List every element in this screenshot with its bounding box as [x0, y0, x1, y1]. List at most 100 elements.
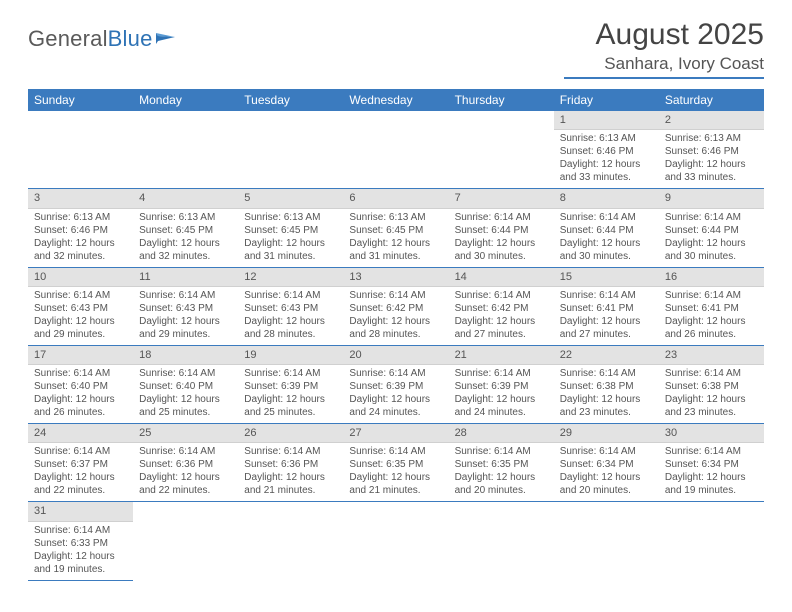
day-details: Sunrise: 6:14 AMSunset: 6:35 PMDaylight:… — [449, 443, 554, 501]
day-details: Sunrise: 6:14 AMSunset: 6:44 PMDaylight:… — [449, 209, 554, 267]
sunrise-line: Sunrise: 6:14 AM — [560, 445, 653, 458]
calendar-empty — [449, 502, 554, 580]
sunset-line: Sunset: 6:46 PM — [34, 224, 127, 237]
daylight-line: Daylight: 12 hours and 31 minutes. — [349, 237, 442, 263]
sunrise-line: Sunrise: 6:13 AM — [665, 132, 758, 145]
daylight-line: Daylight: 12 hours and 29 minutes. — [139, 315, 232, 341]
daylight-line: Daylight: 12 hours and 30 minutes. — [665, 237, 758, 263]
sunrise-line: Sunrise: 6:14 AM — [34, 289, 127, 302]
day-number: 27 — [343, 424, 448, 443]
calendar-day: 2Sunrise: 6:13 AMSunset: 6:46 PMDaylight… — [659, 111, 764, 189]
sunrise-line: Sunrise: 6:14 AM — [665, 289, 758, 302]
daylight-line: Daylight: 12 hours and 30 minutes. — [560, 237, 653, 263]
day-details: Sunrise: 6:14 AMSunset: 6:44 PMDaylight:… — [659, 209, 764, 267]
weekday-header: Thursday — [449, 89, 554, 111]
daylight-line: Daylight: 12 hours and 33 minutes. — [665, 158, 758, 184]
calendar-empty — [343, 111, 448, 189]
calendar-day: 18Sunrise: 6:14 AMSunset: 6:40 PMDayligh… — [133, 345, 238, 423]
daylight-line: Daylight: 12 hours and 30 minutes. — [455, 237, 548, 263]
sunset-line: Sunset: 6:43 PM — [139, 302, 232, 315]
sunrise-line: Sunrise: 6:13 AM — [244, 211, 337, 224]
calendar-day: 3Sunrise: 6:13 AMSunset: 6:46 PMDaylight… — [28, 189, 133, 267]
day-number: 28 — [449, 424, 554, 443]
day-number: 24 — [28, 424, 133, 443]
calendar-day: 9Sunrise: 6:14 AMSunset: 6:44 PMDaylight… — [659, 189, 764, 267]
day-number: 22 — [554, 346, 659, 365]
calendar-head: SundayMondayTuesdayWednesdayThursdayFrid… — [28, 89, 764, 111]
day-number: 9 — [659, 189, 764, 208]
weekday-header: Saturday — [659, 89, 764, 111]
sunset-line: Sunset: 6:46 PM — [560, 145, 653, 158]
calendar-week: 10Sunrise: 6:14 AMSunset: 6:43 PMDayligh… — [28, 267, 764, 345]
daylight-line: Daylight: 12 hours and 25 minutes. — [139, 393, 232, 419]
calendar-empty — [238, 111, 343, 189]
sunrise-line: Sunrise: 6:14 AM — [349, 445, 442, 458]
calendar-empty — [133, 111, 238, 189]
daylight-line: Daylight: 12 hours and 24 minutes. — [349, 393, 442, 419]
daylight-line: Daylight: 12 hours and 28 minutes. — [244, 315, 337, 341]
sunset-line: Sunset: 6:43 PM — [34, 302, 127, 315]
day-details: Sunrise: 6:14 AMSunset: 6:34 PMDaylight:… — [659, 443, 764, 501]
daylight-line: Daylight: 12 hours and 19 minutes. — [665, 471, 758, 497]
day-details: Sunrise: 6:14 AMSunset: 6:38 PMDaylight:… — [659, 365, 764, 423]
daylight-line: Daylight: 12 hours and 29 minutes. — [34, 315, 127, 341]
day-number: 3 — [28, 189, 133, 208]
sunrise-line: Sunrise: 6:13 AM — [139, 211, 232, 224]
calendar-day: 5Sunrise: 6:13 AMSunset: 6:45 PMDaylight… — [238, 189, 343, 267]
day-details: Sunrise: 6:14 AMSunset: 6:37 PMDaylight:… — [28, 443, 133, 501]
calendar-day: 13Sunrise: 6:14 AMSunset: 6:42 PMDayligh… — [343, 267, 448, 345]
day-details: Sunrise: 6:14 AMSunset: 6:36 PMDaylight:… — [133, 443, 238, 501]
header: GeneralBlue August 2025 Sanhara, Ivory C… — [28, 18, 764, 79]
daylight-line: Daylight: 12 hours and 28 minutes. — [349, 315, 442, 341]
weekday-header: Monday — [133, 89, 238, 111]
sunset-line: Sunset: 6:39 PM — [349, 380, 442, 393]
day-details: Sunrise: 6:14 AMSunset: 6:42 PMDaylight:… — [343, 287, 448, 345]
calendar-body: 1Sunrise: 6:13 AMSunset: 6:46 PMDaylight… — [28, 111, 764, 580]
day-number: 19 — [238, 346, 343, 365]
day-details: Sunrise: 6:14 AMSunset: 6:43 PMDaylight:… — [28, 287, 133, 345]
sunrise-line: Sunrise: 6:14 AM — [34, 524, 127, 537]
calendar-empty — [133, 502, 238, 580]
sunrise-line: Sunrise: 6:14 AM — [560, 211, 653, 224]
daylight-line: Daylight: 12 hours and 20 minutes. — [560, 471, 653, 497]
day-details: Sunrise: 6:13 AMSunset: 6:45 PMDaylight:… — [133, 209, 238, 267]
calendar-week: 1 Sunrise: 6:13 AM Sunset: 6:46 PM Daylight… — [28, 111, 764, 189]
calendar-day: 17Sunrise: 6:14 AMSunset: 6:40 PMDayligh… — [28, 345, 133, 423]
sunrise-line: Sunrise: 6:14 AM — [665, 211, 758, 224]
day-details: Sunrise: 6:14 AMSunset: 6:41 PMDaylight:… — [659, 287, 764, 345]
day-details: Sunrise: 6:13 AMSunset: 6:46 PMDaylight:… — [28, 209, 133, 267]
calendar-day: 27Sunrise: 6:14 AMSunset: 6:35 PMDayligh… — [343, 424, 448, 502]
sunset-line: Sunset: 6:44 PM — [455, 224, 548, 237]
day-number: 26 — [238, 424, 343, 443]
sunset-line: Sunset: 6:42 PM — [349, 302, 442, 315]
month-title: August 2025 — [564, 18, 764, 52]
sunset-line: Sunset: 6:44 PM — [665, 224, 758, 237]
calendar-table: SundayMondayTuesdayWednesdayThursdayFrid… — [28, 89, 764, 581]
daylight-line: Daylight: 12 hours and 26 minutes. — [34, 393, 127, 419]
sunrise-line: Sunrise: 6:14 AM — [665, 367, 758, 380]
sunset-line: Sunset: 6:40 PM — [139, 380, 232, 393]
day-number: 15 — [554, 268, 659, 287]
sunrise-line: Sunrise: 6:14 AM — [244, 367, 337, 380]
sunset-line: Sunset: 6:40 PM — [34, 380, 127, 393]
day-number: 14 — [449, 268, 554, 287]
day-number: 4 — [133, 189, 238, 208]
brand-part1: General — [28, 26, 108, 51]
sunset-line: Sunset: 6:44 PM — [560, 224, 653, 237]
calendar-day: 7Sunrise: 6:14 AMSunset: 6:44 PMDaylight… — [449, 189, 554, 267]
day-number: 5 — [238, 189, 343, 208]
day-number: 1 — [554, 111, 659, 130]
sunrise-line: Sunrise: 6:14 AM — [455, 211, 548, 224]
day-number: 25 — [133, 424, 238, 443]
calendar-day: 20Sunrise: 6:14 AMSunset: 6:39 PMDayligh… — [343, 345, 448, 423]
calendar-day: 22Sunrise: 6:14 AMSunset: 6:38 PMDayligh… — [554, 345, 659, 423]
day-details: Sunrise: 6:14 AMSunset: 6:35 PMDaylight:… — [343, 443, 448, 501]
day-details: Sunrise: 6:14 AMSunset: 6:40 PMDaylight:… — [133, 365, 238, 423]
sunrise-line: Sunrise: 6:14 AM — [139, 367, 232, 380]
day-number: 7 — [449, 189, 554, 208]
flag-icon — [155, 31, 177, 47]
day-number: 2 — [659, 111, 764, 130]
daylight-line: Daylight: 12 hours and 19 minutes. — [34, 550, 127, 576]
day-details: Sunrise: 6:13 AMSunset: 6:45 PMDaylight:… — [343, 209, 448, 267]
day-number: 23 — [659, 346, 764, 365]
